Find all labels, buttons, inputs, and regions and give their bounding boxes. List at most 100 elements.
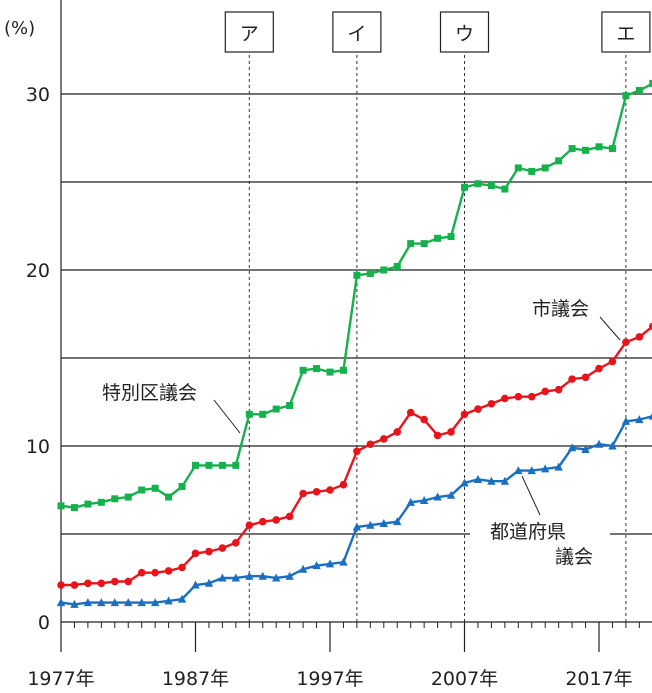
data-point	[98, 579, 106, 587]
data-point	[58, 502, 65, 509]
data-point	[609, 145, 616, 152]
data-point	[326, 486, 334, 494]
x-tick-label: 1987年	[162, 668, 229, 690]
data-point	[125, 494, 132, 501]
marker-label: エ	[616, 23, 635, 45]
data-point	[179, 483, 186, 490]
annotation-shigikai: 市議会	[532, 298, 589, 320]
data-point	[488, 400, 496, 408]
data-point	[515, 164, 522, 171]
data-point	[138, 487, 145, 494]
y-tick-labels: 0 10 20 30	[26, 84, 50, 634]
annotation-todofuken: 都道府県	[490, 521, 566, 543]
data-point	[84, 501, 91, 508]
data-point	[152, 485, 159, 492]
data-point	[299, 490, 307, 498]
data-point	[178, 564, 186, 572]
data-point	[192, 462, 199, 469]
data-point	[98, 499, 105, 506]
data-point	[636, 87, 643, 94]
data-point	[434, 432, 442, 440]
data-point	[569, 145, 576, 152]
data-point	[340, 367, 347, 374]
data-point	[111, 578, 119, 586]
data-point	[568, 375, 576, 383]
data-point	[394, 263, 401, 270]
leader-line-tokubetsu	[214, 400, 240, 433]
data-point	[192, 550, 200, 558]
data-point	[165, 494, 172, 501]
data-point	[609, 358, 617, 366]
x-tick-label: 1997年	[296, 668, 363, 690]
data-point	[246, 411, 253, 418]
series-2	[57, 412, 652, 608]
data-point	[636, 333, 644, 341]
data-point	[501, 395, 509, 403]
annotation-tokubetsu-kugikai: 特別区議会	[102, 382, 197, 404]
data-point	[219, 544, 227, 552]
data-point	[111, 495, 118, 502]
data-point	[57, 581, 65, 589]
data-point	[313, 488, 321, 496]
data-point	[205, 462, 212, 469]
data-point	[461, 184, 468, 191]
leader-line-shi	[600, 317, 620, 340]
data-point	[380, 267, 387, 274]
data-point	[555, 157, 562, 164]
data-point	[380, 435, 388, 443]
y-tick-label: 10	[26, 436, 50, 458]
data-point	[340, 481, 348, 489]
data-point	[138, 569, 146, 577]
data-point	[84, 579, 92, 587]
data-point	[205, 548, 213, 556]
data-point	[407, 409, 415, 417]
marker-label: ウ	[455, 23, 474, 45]
data-point	[367, 440, 375, 448]
marker-label: ア	[240, 23, 259, 45]
data-point	[596, 143, 603, 150]
data-point	[393, 428, 401, 436]
data-point	[515, 393, 523, 401]
data-point	[151, 569, 159, 577]
data-point	[71, 504, 78, 511]
data-point	[300, 367, 307, 374]
data-point	[542, 164, 549, 171]
data-point	[259, 518, 267, 526]
x-tick-label: 2007年	[431, 668, 498, 690]
y-tick-label: 30	[26, 84, 50, 106]
x-tick-label: 2017年	[565, 668, 632, 690]
data-point	[232, 539, 240, 547]
data-point	[582, 374, 590, 382]
data-point	[246, 521, 254, 529]
data-point	[434, 235, 441, 242]
data-point	[367, 270, 374, 277]
data-point	[313, 365, 320, 372]
data-point	[259, 411, 266, 418]
x-tick-label: 1977年	[27, 668, 94, 690]
annotation-gikai: 議会	[555, 546, 593, 568]
data-point	[528, 168, 535, 175]
y-axis-unit-label: (%)	[4, 18, 35, 39]
data-point	[501, 186, 508, 193]
data-point	[461, 411, 469, 419]
data-point	[353, 447, 361, 455]
data-point	[622, 92, 629, 99]
data-point	[124, 578, 132, 586]
data-point	[595, 365, 603, 373]
data-point	[420, 416, 428, 424]
y-tick-label: 0	[38, 612, 50, 634]
data-point	[582, 147, 589, 154]
data-point	[488, 182, 495, 189]
data-point	[448, 233, 455, 240]
data-point	[421, 240, 428, 247]
marker-label: イ	[347, 23, 366, 45]
data-point	[622, 338, 630, 346]
series-line	[61, 416, 652, 604]
y-tick-label: 20	[26, 260, 50, 282]
data-point	[165, 567, 173, 575]
data-point	[474, 405, 482, 413]
data-point	[353, 272, 360, 279]
data-point	[273, 406, 280, 413]
leader-line-todofuken	[522, 476, 540, 515]
